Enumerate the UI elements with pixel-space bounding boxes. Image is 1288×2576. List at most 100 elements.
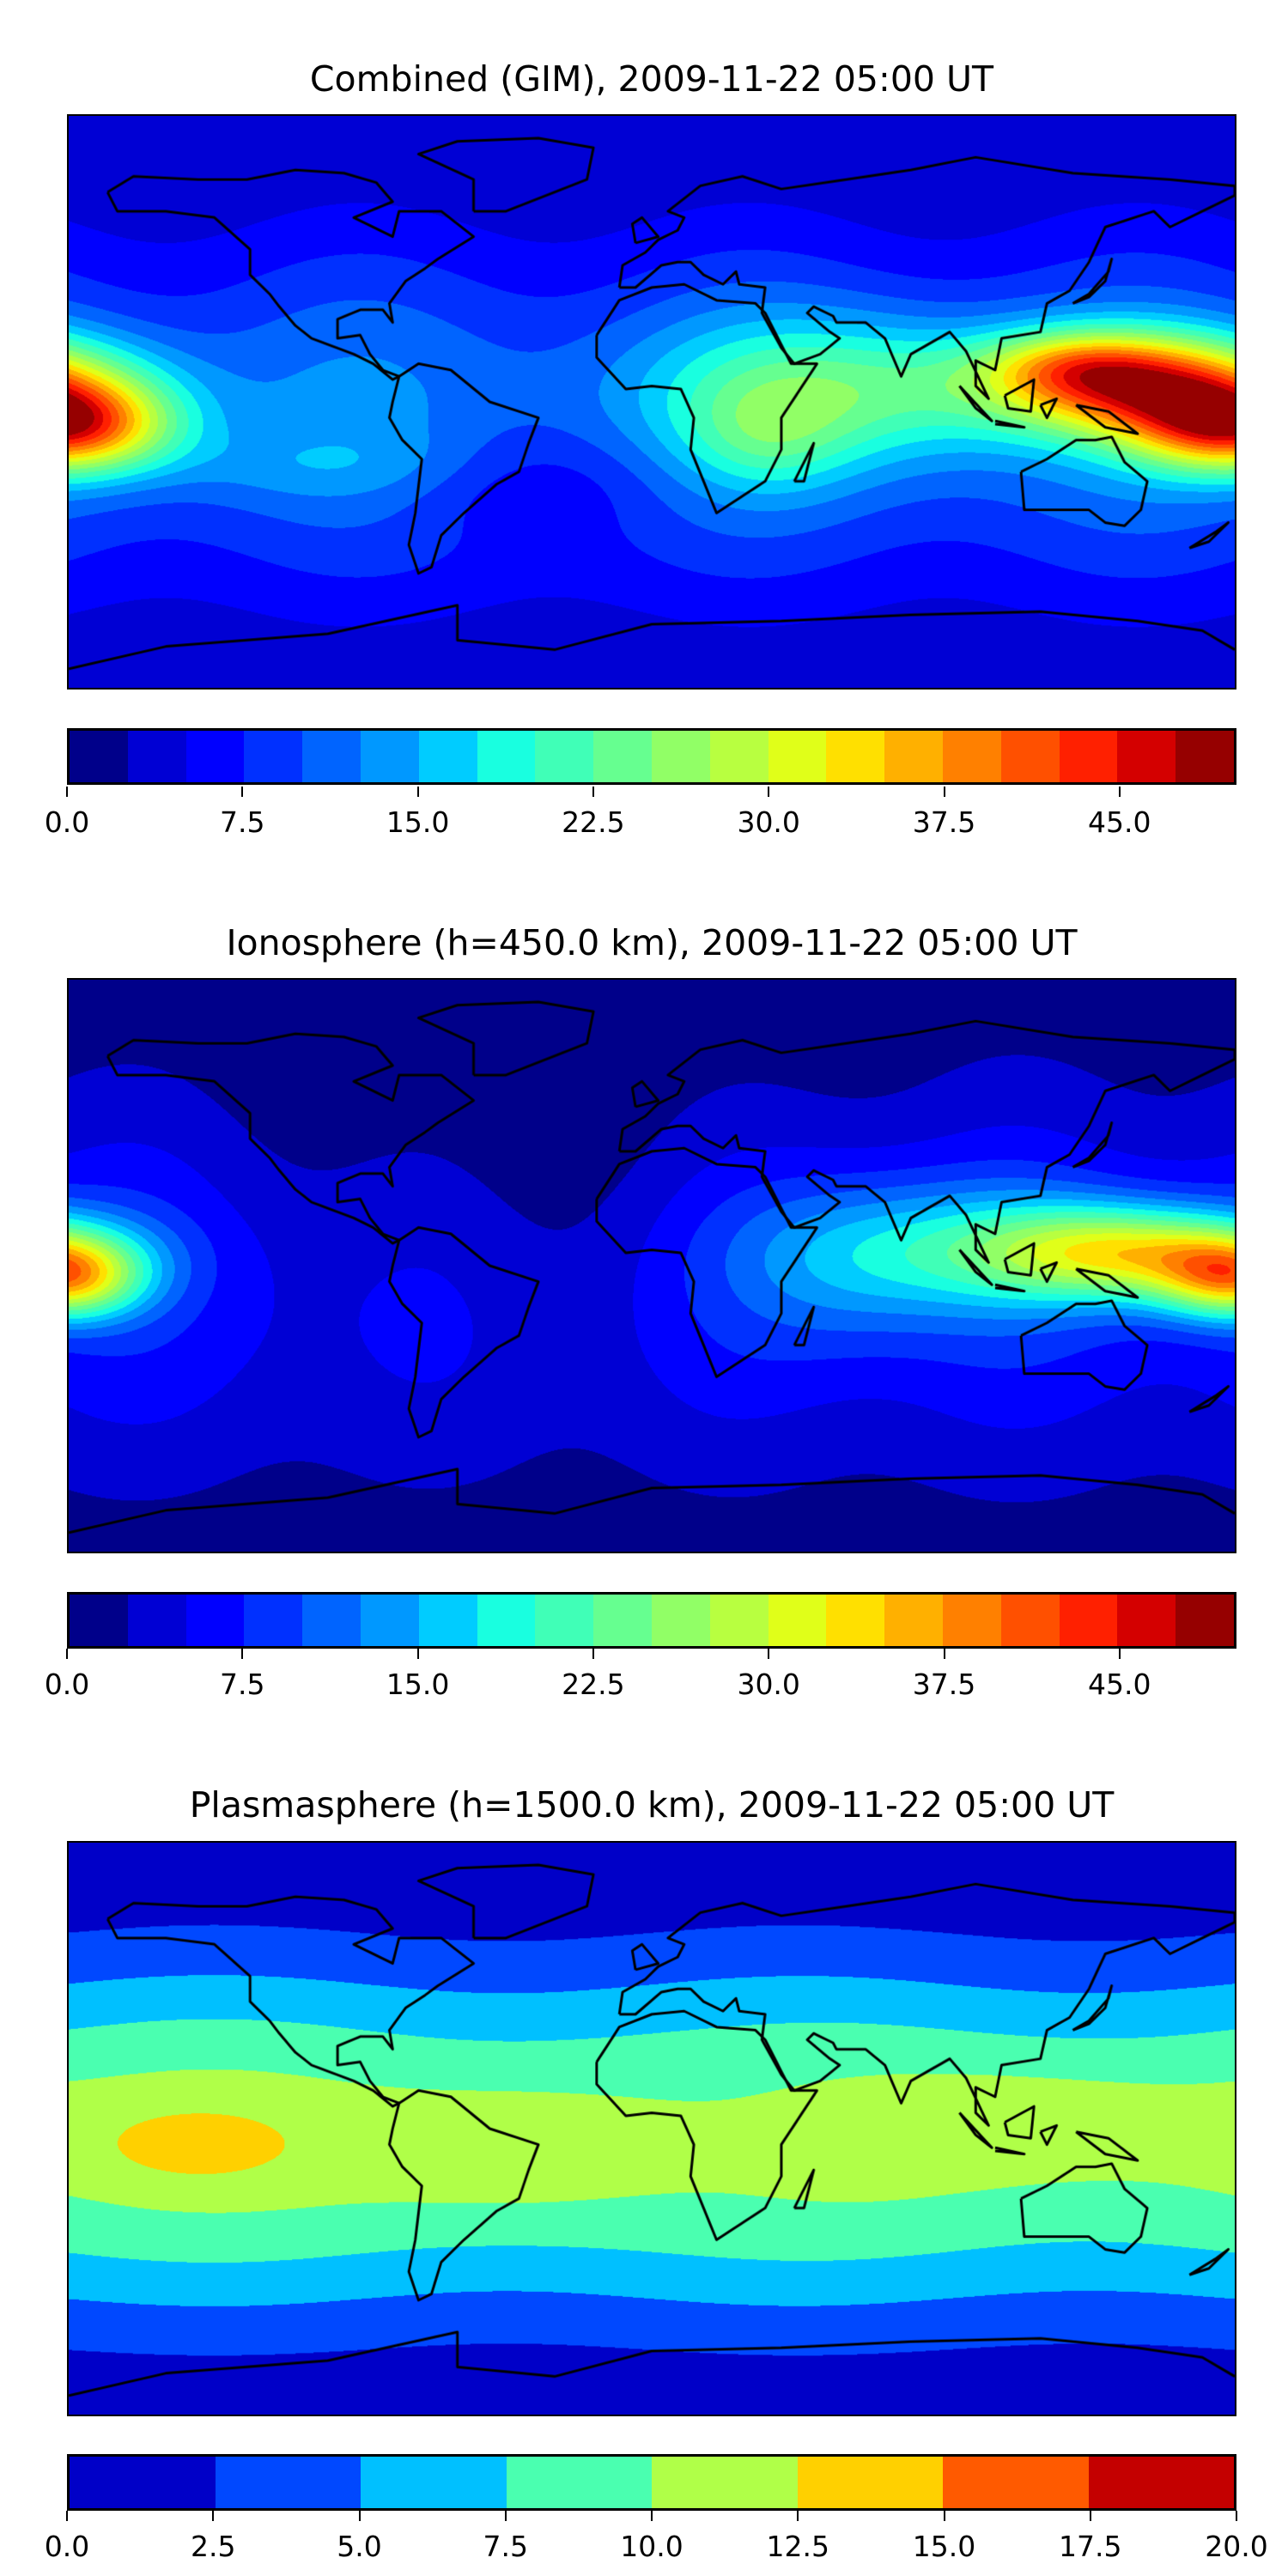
colorbar-bin bbox=[535, 1595, 594, 1646]
map-ionosphere bbox=[67, 978, 1236, 1553]
tick-label: 0.0 bbox=[44, 805, 90, 839]
colorbar-bin bbox=[884, 731, 943, 782]
tick-mark bbox=[943, 1649, 945, 1659]
colorbar-bin bbox=[244, 1595, 303, 1646]
colorbar-bin bbox=[70, 2457, 216, 2508]
tick-mark bbox=[943, 2511, 945, 2521]
colorbar-bin bbox=[1117, 731, 1176, 782]
tick-mark bbox=[66, 1649, 68, 1659]
tick-mark bbox=[212, 2511, 215, 2521]
tick-mark bbox=[1118, 1649, 1121, 1659]
colorbar-bin bbox=[593, 1595, 652, 1646]
tick-mark bbox=[66, 787, 68, 797]
colorbar-bin bbox=[477, 731, 536, 782]
tick-label: 30.0 bbox=[737, 805, 800, 839]
colorbar-bin bbox=[826, 731, 885, 782]
tick-mark bbox=[592, 1649, 594, 1659]
tick-mark bbox=[1236, 2511, 1237, 2521]
colorbar-bin bbox=[593, 731, 652, 782]
tick-label: 15.0 bbox=[912, 2530, 976, 2563]
colorbar-plasmasphere bbox=[67, 2454, 1236, 2511]
colorbar-bin bbox=[1088, 2457, 1234, 2508]
colorbar-bin bbox=[185, 1595, 245, 1646]
colorbar-bin bbox=[360, 1595, 419, 1646]
colorbar-bin bbox=[127, 1595, 186, 1646]
tick-label: 7.5 bbox=[220, 1668, 265, 1701]
colorbar-bin bbox=[709, 1595, 769, 1646]
heatmap-canvas bbox=[69, 116, 1235, 688]
colorbar-bin bbox=[361, 2457, 507, 2508]
tick-label: 7.5 bbox=[220, 805, 265, 839]
colorbar-bin bbox=[1117, 1595, 1176, 1646]
tick-mark bbox=[943, 787, 945, 797]
tick-mark bbox=[241, 787, 244, 797]
colorbar-bin bbox=[826, 1595, 885, 1646]
tick-label: 12.5 bbox=[766, 2530, 829, 2563]
colorbar-bin bbox=[1176, 1595, 1234, 1646]
heatmap-canvas bbox=[69, 980, 1235, 1552]
tick-mark bbox=[416, 1649, 419, 1659]
colorbar-bin bbox=[418, 731, 477, 782]
map-plasmasphere bbox=[67, 1841, 1236, 2416]
colorbar-bin bbox=[651, 731, 710, 782]
tick-label: 15.0 bbox=[386, 1668, 450, 1701]
colorbar-bin bbox=[1059, 1595, 1118, 1646]
tick-mark bbox=[66, 2511, 68, 2521]
tick-mark bbox=[592, 787, 594, 797]
tick-mark bbox=[1118, 787, 1121, 797]
tick-label: 2.5 bbox=[191, 2530, 236, 2563]
heatmap-canvas bbox=[69, 1843, 1235, 2415]
colorbar-bin bbox=[302, 731, 361, 782]
tick-mark bbox=[768, 787, 770, 797]
chart-title: Combined (GIM), 2009-11-22 05:00 UT bbox=[309, 58, 994, 100]
tick-label: 37.5 bbox=[912, 805, 976, 839]
tick-mark bbox=[241, 1649, 244, 1659]
colorbar-bin bbox=[943, 2457, 1089, 2508]
tick-label: 22.5 bbox=[562, 805, 625, 839]
colorbar-ticks-plasmasphere: 0.0 2.5 5.0 7.5 10.0 12.5 15.0 17.5 20.0 bbox=[45, 2511, 1268, 2563]
tick-mark bbox=[651, 2511, 653, 2521]
colorbar-bin bbox=[1059, 731, 1118, 782]
tick-mark bbox=[1089, 2511, 1091, 2521]
colorbar-bin bbox=[302, 1595, 361, 1646]
colorbar-bin bbox=[942, 1595, 1001, 1646]
colorbar-bin bbox=[651, 1595, 710, 1646]
colorbar-bin bbox=[709, 731, 769, 782]
tick-label: 30.0 bbox=[737, 1668, 800, 1701]
colorbar-bin bbox=[215, 2457, 361, 2508]
colorbar-bin bbox=[768, 731, 827, 782]
map-combined bbox=[67, 114, 1236, 690]
tick-mark bbox=[358, 2511, 361, 2521]
colorbar-bin bbox=[535, 731, 594, 782]
tick-label: 45.0 bbox=[1088, 805, 1151, 839]
tick-label: 22.5 bbox=[562, 1668, 625, 1701]
colorbar-bin bbox=[185, 731, 245, 782]
colorbar-bin bbox=[942, 731, 1001, 782]
tick-label: 45.0 bbox=[1088, 1668, 1151, 1701]
tick-label: 15.0 bbox=[386, 805, 450, 839]
colorbar-bin bbox=[70, 1595, 128, 1646]
colorbar-bin bbox=[1000, 1595, 1060, 1646]
tick-label: 20.0 bbox=[1205, 2530, 1268, 2563]
tick-mark bbox=[768, 1649, 770, 1659]
tick-label: 37.5 bbox=[912, 1668, 976, 1701]
tick-mark bbox=[797, 2511, 799, 2521]
colorbar-bin bbox=[244, 731, 303, 782]
colorbar-bin bbox=[418, 1595, 477, 1646]
colorbar-bin bbox=[1176, 731, 1234, 782]
tick-label: 5.0 bbox=[337, 2530, 382, 2563]
colorbar-bin bbox=[797, 2457, 943, 2508]
colorbar-bin bbox=[506, 2457, 652, 2508]
colorbar-bin bbox=[360, 731, 419, 782]
tick-label: 10.0 bbox=[620, 2530, 683, 2563]
colorbar-bin bbox=[884, 1595, 943, 1646]
chart-title: Ionosphere (h=450.0 km), 2009-11-22 05:0… bbox=[226, 922, 1078, 963]
colorbar-combined bbox=[67, 728, 1236, 785]
colorbar-ticks-ionosphere: 0.0 7.5 15.0 22.5 30.0 37.5 45.0 bbox=[45, 1649, 1236, 1701]
tick-label: 0.0 bbox=[44, 2530, 90, 2563]
colorbar-bin bbox=[127, 731, 186, 782]
tick-label: 0.0 bbox=[44, 1668, 90, 1701]
colorbar-bin bbox=[768, 1595, 827, 1646]
colorbar-bin bbox=[652, 2457, 798, 2508]
colorbar-bin bbox=[70, 731, 128, 782]
